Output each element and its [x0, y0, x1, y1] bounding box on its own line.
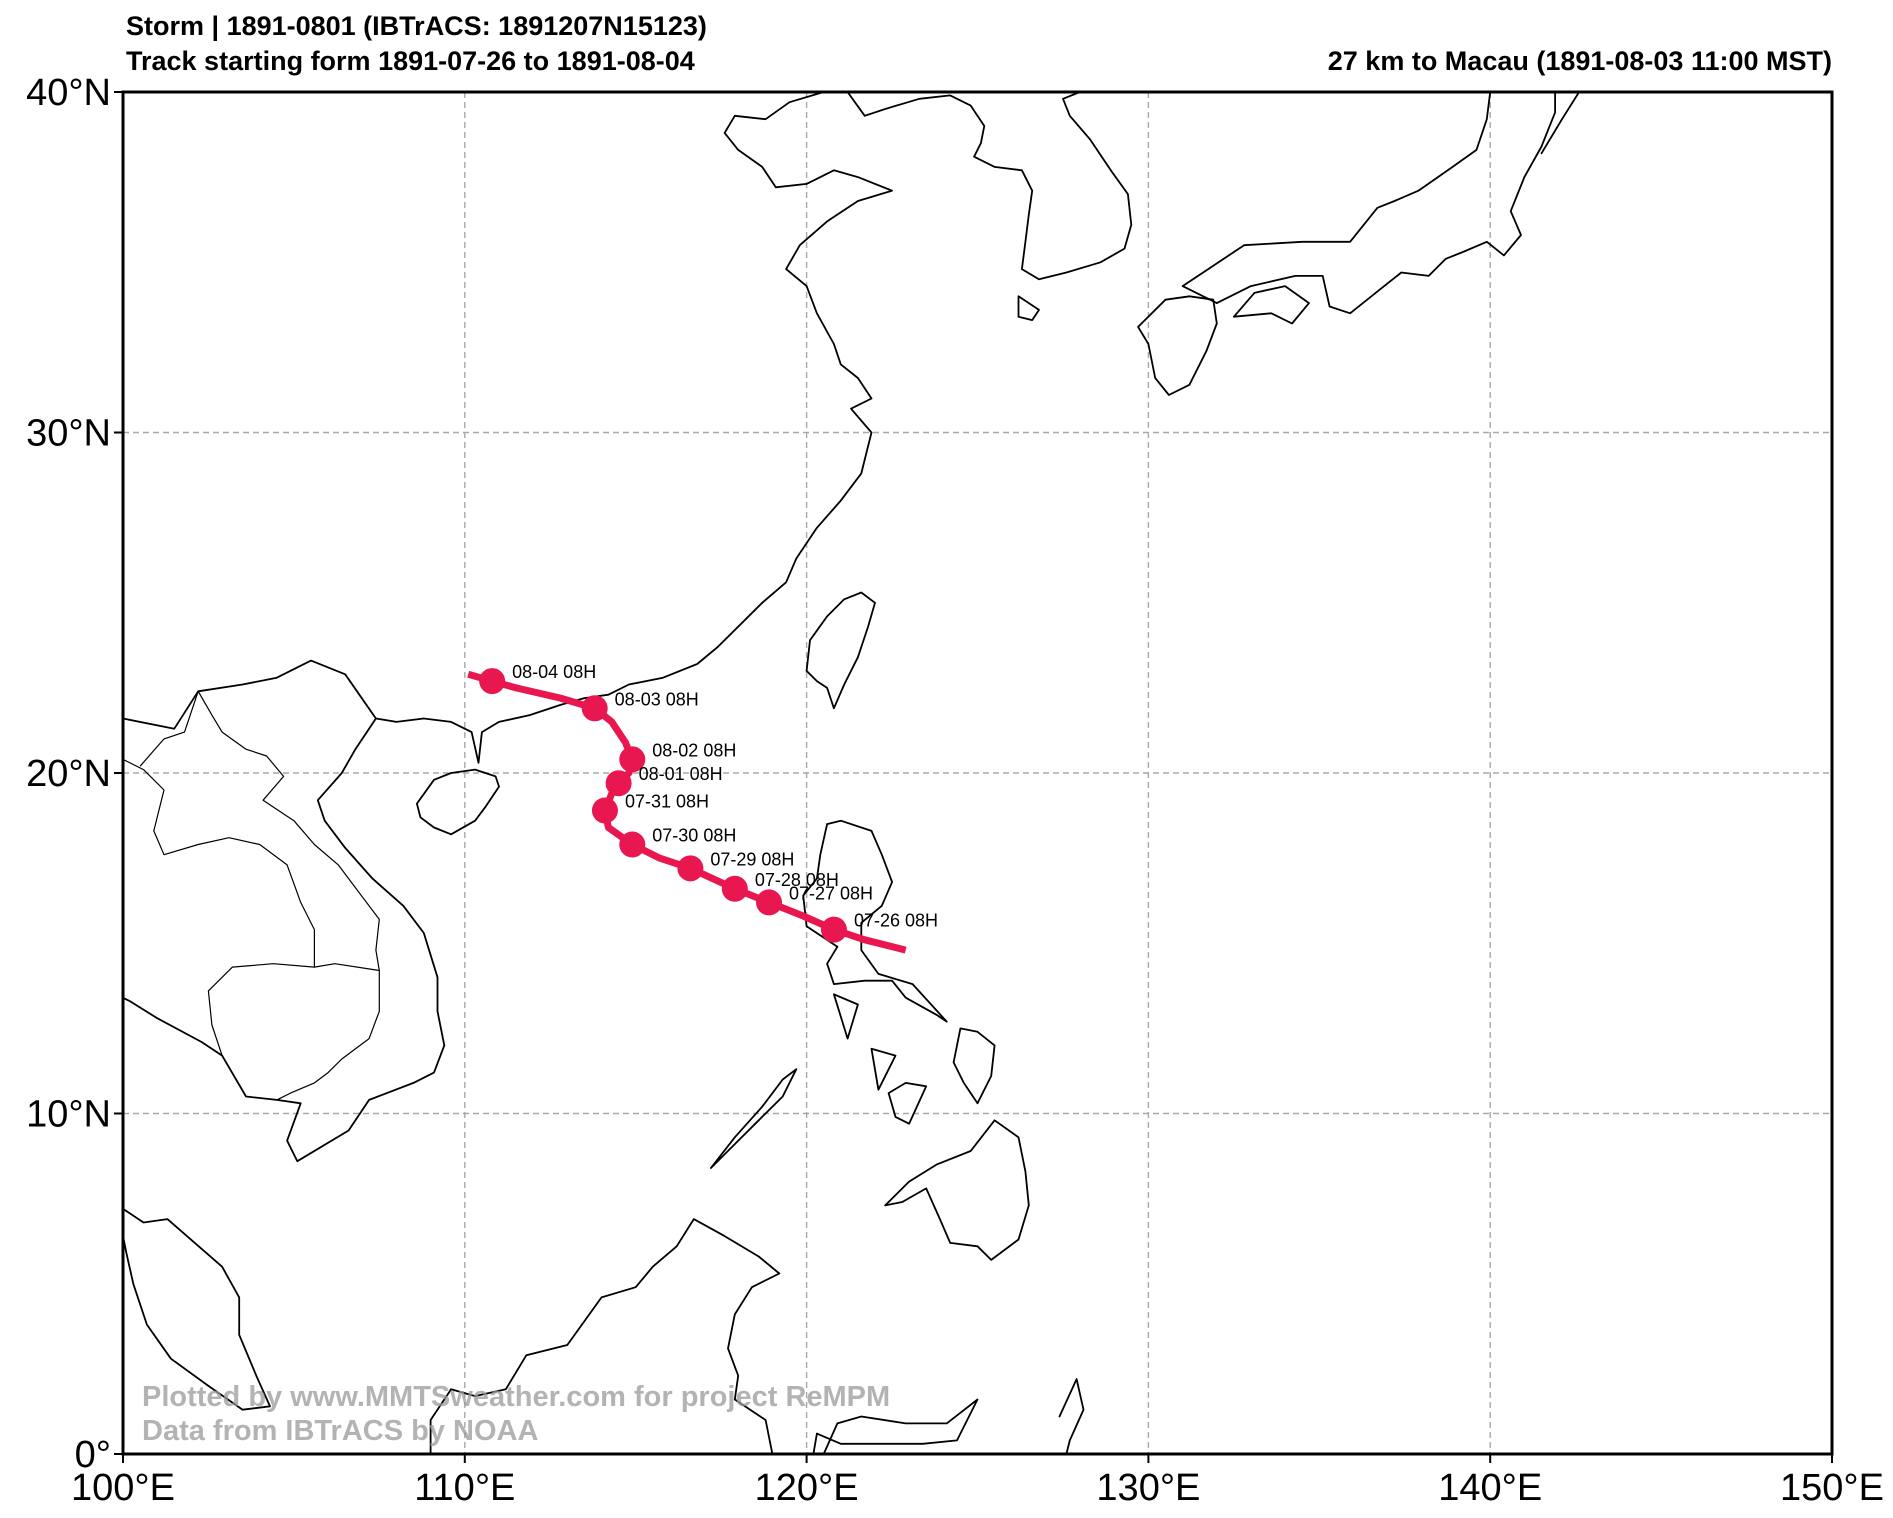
coastline [123, 92, 893, 764]
distance-note: 27 km to Macau (1891-08-03 11:00 MST) [1328, 46, 1832, 76]
coastline [1058, 1378, 1085, 1454]
lon-tick-label: 120°E [755, 1467, 859, 1509]
country-border [123, 758, 315, 1056]
coastline [833, 993, 859, 1040]
lat-tick-label: 30°N [26, 413, 111, 455]
coastline [812, 1398, 979, 1454]
credit-line1: Plotted by www.MMTSweather.com for proje… [142, 1381, 890, 1413]
coastline [1233, 285, 1310, 325]
lon-tick-label: 140°E [1438, 1467, 1542, 1509]
track-point-label: 07-26 08H [854, 911, 938, 931]
lat-tick-label: 10°N [26, 1094, 111, 1136]
track-point [820, 916, 847, 943]
axis-ticks: 100°E 110°E 120°E 130°E 140°E 150°E 0° 10°N 20°N… [26, 72, 1884, 1509]
coastline [884, 1119, 1030, 1261]
coastline [1215, 92, 1556, 315]
track-point [619, 746, 646, 773]
lon-tick-label: 130°E [1096, 1467, 1200, 1509]
track-point [619, 831, 646, 858]
lon-tick-label: 100°E [71, 1467, 175, 1509]
track-point [591, 797, 618, 824]
track-point [605, 770, 632, 797]
lat-tick-label: 0° [75, 1434, 111, 1476]
coastline [1137, 295, 1218, 396]
coastline [416, 768, 500, 836]
coastlines [123, 92, 1580, 1454]
country-border [139, 691, 199, 767]
coastline [805, 591, 876, 710]
coastline [123, 1207, 271, 1411]
track-point [581, 695, 608, 722]
coastline [870, 1047, 897, 1091]
track-point [677, 855, 704, 882]
lat-tick-label: 20°N [26, 753, 111, 795]
track-point-label: 08-02 08H [652, 740, 736, 760]
country-border [197, 691, 380, 971]
track-point-label: 08-04 08H [512, 662, 596, 682]
coastline [1540, 92, 1580, 155]
track-point-label: 07-30 08H [652, 826, 736, 846]
track-point-label: 07-31 08H [625, 791, 709, 811]
track-point [479, 668, 506, 695]
track-point [756, 889, 783, 916]
lon-tick-label: 150°E [1780, 1467, 1884, 1509]
country-border [276, 963, 380, 1101]
track-point-label: 07-27 08H [789, 883, 873, 903]
coastline [1017, 295, 1040, 321]
country-borders [123, 691, 380, 1101]
storm-track [467, 668, 907, 954]
coastline [123, 996, 446, 1163]
coastline [450, 1218, 781, 1454]
coastline [846, 92, 1133, 281]
track-point-label: 08-01 08H [639, 764, 723, 784]
coastline [887, 1082, 928, 1125]
lon-tick-label: 110°E [414, 1467, 515, 1509]
title-line2: Track starting form 1891-07-26 to 1891-0… [126, 46, 695, 76]
track-point-label: 07-29 08H [710, 849, 794, 869]
coastline [710, 1068, 798, 1169]
coastline [952, 1027, 996, 1105]
coastline [316, 717, 446, 1047]
credit-line2: Data from IBTrACS by NOAA [142, 1415, 538, 1447]
lat-tick-label: 40°N [26, 72, 111, 114]
coastline [429, 1388, 452, 1454]
track-point [721, 875, 748, 902]
coastline [1181, 92, 1492, 304]
title-line1: Storm | 1891-0801 (IBTrACS: 1891207N1512… [126, 11, 707, 41]
track-point-label: 07-28 08H [755, 870, 839, 890]
track-point-label: 08-03 08H [615, 689, 699, 709]
gridlines [123, 92, 1832, 1454]
